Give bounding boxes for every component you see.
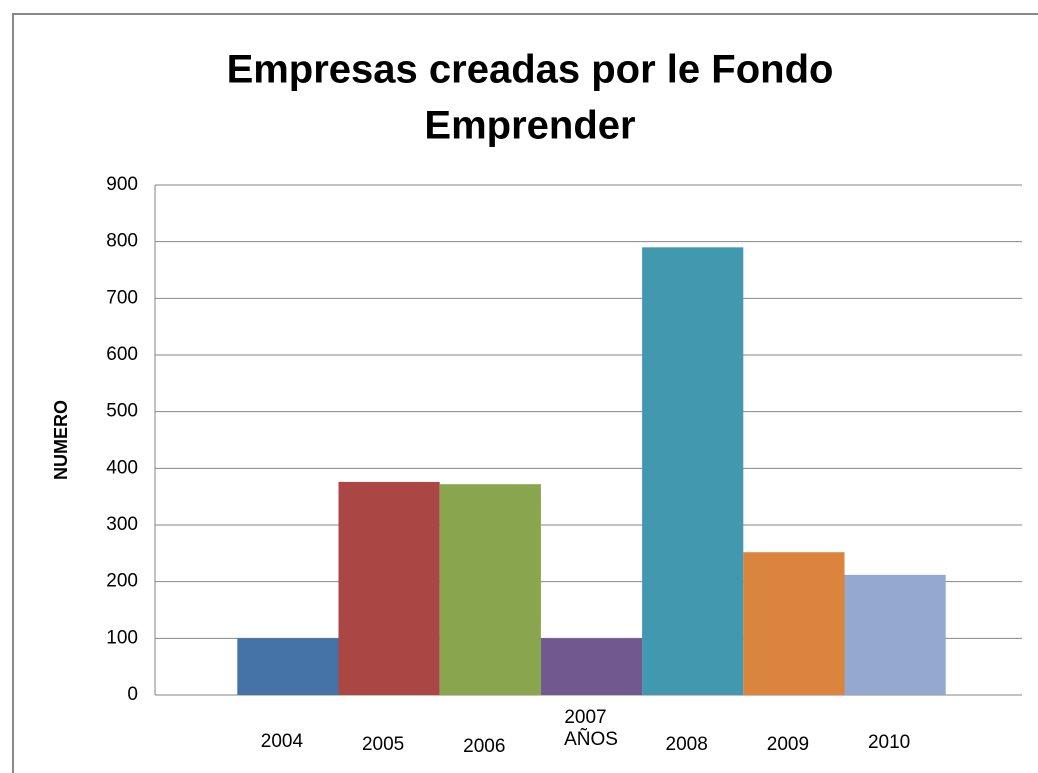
chart-title: Emprender <box>424 104 635 148</box>
y-tick-label: 800 <box>106 231 138 252</box>
x-tick-label: 2006 <box>463 736 505 757</box>
y-tick-label: 200 <box>106 571 138 592</box>
x-tick-label: 2007 <box>564 707 606 728</box>
bar <box>743 552 845 695</box>
y-tick-label: 500 <box>106 401 138 422</box>
y-tick-label: 600 <box>106 344 138 365</box>
x-axis-label: AÑOS <box>564 728 618 750</box>
bar <box>642 247 744 696</box>
chart-title: Empresas creadas por le Fondo <box>227 48 834 92</box>
bar <box>439 484 541 695</box>
x-tick-label: 2004 <box>261 731 304 752</box>
y-tick-label: 0 <box>127 684 138 705</box>
x-tick-label: 2009 <box>767 734 809 755</box>
y-tick-label: 100 <box>106 627 138 648</box>
y-tick-label: 400 <box>106 457 138 478</box>
y-tick-label: 300 <box>106 514 138 535</box>
bar <box>540 638 643 695</box>
bar <box>237 638 339 695</box>
bar <box>844 574 946 695</box>
y-tick-label: 900 <box>106 174 138 195</box>
chart-frame <box>12 13 1038 773</box>
x-tick-label: 2010 <box>868 732 910 753</box>
x-tick-label: 2005 <box>362 734 404 755</box>
y-axis-label: NUMERO <box>51 400 71 480</box>
x-tick-label: 2008 <box>666 734 708 755</box>
y-tick-label: 700 <box>106 287 138 308</box>
bar <box>338 481 440 695</box>
